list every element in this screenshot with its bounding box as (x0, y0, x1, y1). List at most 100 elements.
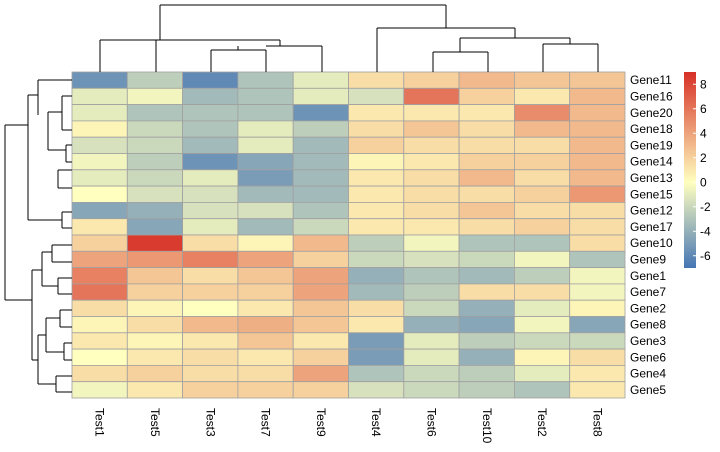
heatmap-cell (403, 283, 460, 301)
heatmap-cell (182, 348, 239, 366)
heatmap-cell (71, 169, 128, 187)
heatmap-cell (348, 316, 405, 334)
heatmap-cell (182, 120, 239, 138)
heatmap-cell (126, 71, 184, 89)
heatmap-cell (458, 267, 515, 285)
heatmap-cell (514, 153, 571, 171)
heatmap-cell (403, 201, 460, 220)
heatmap-cell (569, 153, 626, 171)
heatmap-cell (126, 299, 184, 317)
heatmap-cell (237, 153, 294, 171)
column-label: Test1 (93, 408, 107, 437)
heatmap-cell (71, 104, 128, 122)
heatmap-cell (403, 381, 460, 399)
heatmap-cell (182, 153, 239, 171)
heatmap-cell (237, 250, 294, 269)
heatmap-cell (237, 283, 294, 301)
heatmap-cell (348, 87, 405, 106)
heatmap-cell (126, 185, 184, 203)
row-label: Gene1 (630, 269, 666, 283)
row-dendrogram-branch (47, 111, 72, 163)
heatmap-cell (569, 120, 626, 138)
heatmap-cell (71, 299, 128, 317)
heatmap-cell (569, 348, 626, 366)
heatmap-cell (292, 185, 349, 203)
heatmap-cell (126, 136, 184, 154)
heatmap-cell (458, 381, 515, 399)
color-legend: 8 6 4 2 0 -2 -4 -6 (684, 72, 711, 268)
heatmap-cell (569, 381, 626, 399)
heatmap-cell (569, 234, 626, 252)
legend-tick-label: -4 (700, 224, 711, 238)
heatmap-cell (348, 381, 405, 399)
heatmap-cell (514, 201, 571, 220)
column-labels: Test1 Test5 Test3 Test7 Test9 Test4 Test6 Test1… (93, 408, 605, 444)
heatmap-cell (569, 364, 626, 383)
heatmap-cell (292, 120, 349, 138)
heatmap-cell (569, 104, 626, 122)
heatmap-cell (348, 332, 405, 350)
row-dendrogram-branch (31, 269, 42, 361)
heatmap-cell (292, 381, 349, 399)
heatmap-cell (126, 364, 184, 383)
heatmap-cell (71, 332, 128, 350)
heatmap-cell (403, 185, 460, 203)
heatmap-cell (514, 136, 571, 154)
heatmap-cell (126, 201, 184, 220)
heatmap-cell (182, 250, 239, 269)
heatmap-cell (514, 299, 571, 317)
heatmap-cell (182, 136, 239, 154)
heatmap-cell (403, 169, 460, 187)
column-dendrogram-branch (210, 49, 267, 72)
legend-tick-label: 0 (700, 175, 707, 189)
heatmap-cell (403, 348, 460, 366)
heatmap-cell (403, 153, 460, 171)
heatmap-cell (348, 136, 405, 154)
heatmap-cell (569, 316, 626, 334)
row-label: Gene11 (630, 73, 672, 87)
row-dendrogram (4, 79, 72, 393)
heatmap-cell (126, 169, 184, 187)
row-dendrogram-branch (37, 79, 72, 115)
heatmap-cell (182, 283, 239, 301)
row-dendrogram-branch (45, 317, 64, 353)
legend-tick-label: -2 (700, 200, 711, 214)
heatmap-cell (237, 136, 294, 154)
heatmap-cell (292, 218, 349, 236)
heatmap-cell (514, 283, 571, 301)
heatmap-cell (292, 299, 349, 317)
heatmap-cell (514, 381, 571, 399)
column-dendrogram-branch (99, 39, 218, 72)
heatmap-cell (292, 136, 349, 154)
heatmap-cell (71, 234, 128, 252)
heatmap-cell (403, 299, 460, 317)
row-dendrogram-branch (59, 309, 72, 328)
column-label: Test8 (590, 408, 604, 437)
row-dendrogram-branch (41, 251, 58, 287)
heatmap-cell (458, 316, 515, 334)
heatmap-cell (458, 185, 515, 203)
heatmap-cell (292, 153, 349, 171)
row-label: Gene15 (630, 187, 673, 201)
heatmap-cell (348, 250, 405, 269)
column-dendrogram-branch (459, 37, 571, 52)
heatmap-cell (126, 250, 184, 269)
heatmap-cell (458, 71, 515, 89)
heatmap-cell (403, 234, 460, 252)
heatmap-cell (126, 283, 184, 301)
heatmap-cell (348, 104, 405, 122)
heatmap-cell (569, 185, 626, 203)
row-dendrogram-branch (55, 375, 72, 393)
heatmap-cell (569, 87, 626, 106)
heatmap-cell (458, 364, 515, 383)
row-dendrogram-branch (4, 124, 32, 301)
heatmap-cell (403, 267, 460, 285)
column-dendrogram-branch (159, 4, 447, 40)
row-label: Gene13 (630, 171, 673, 185)
heatmap-cell (237, 316, 294, 334)
heatmap-cell (71, 283, 128, 301)
heatmap-cell (292, 267, 349, 285)
row-label: Gene9 (630, 252, 666, 266)
heatmap-cell (182, 169, 239, 187)
heatmap-cell (237, 71, 294, 89)
